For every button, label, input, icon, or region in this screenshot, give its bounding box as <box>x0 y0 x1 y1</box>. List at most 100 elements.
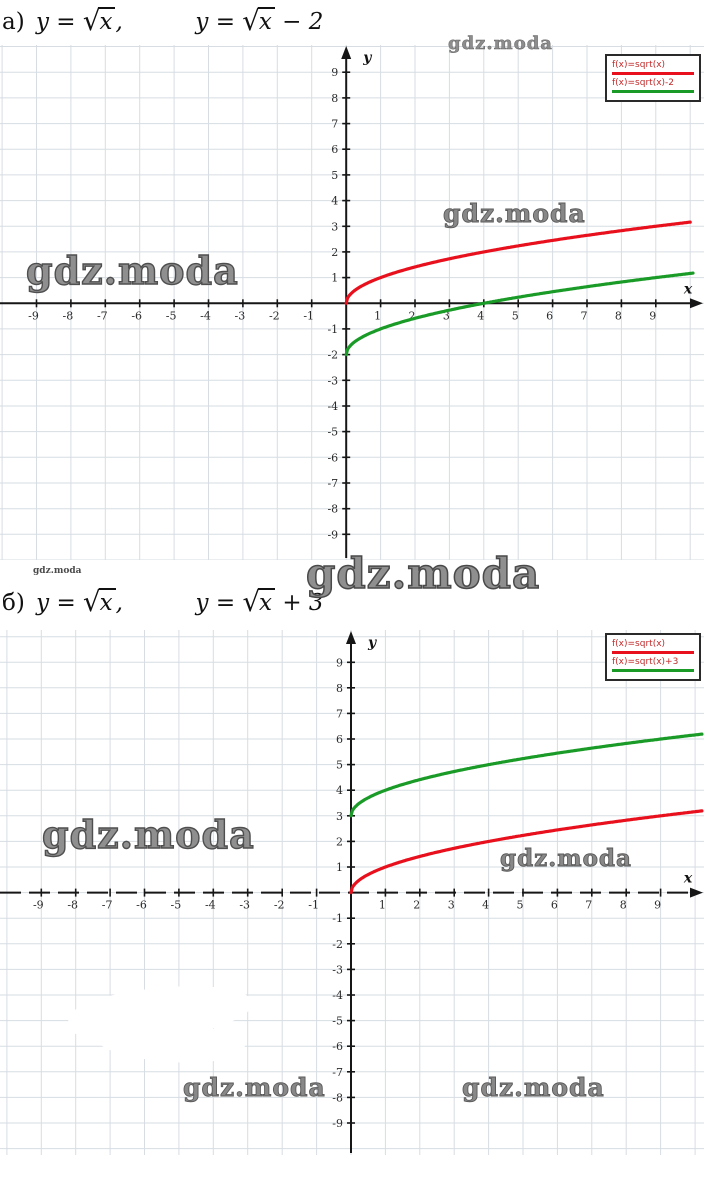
x-tick-label: -5 <box>171 899 182 912</box>
y-tick-label: 9 <box>331 66 338 79</box>
x-tick-label: 7 <box>581 309 588 322</box>
watermark: gdz.moda <box>500 845 632 873</box>
y-tick-label: -1 <box>332 912 343 925</box>
y-tick-label: 8 <box>331 92 338 105</box>
x-tick-label: 6 <box>546 309 553 322</box>
x-tick-label: -8 <box>63 309 74 322</box>
x-tick-label: 4 <box>482 899 489 912</box>
x-tick-label: 5 <box>517 899 524 912</box>
problem-b-eq1: y = √x, <box>36 585 123 618</box>
y-tick-label: -2 <box>327 349 338 362</box>
legend-color-bar <box>612 72 694 75</box>
y-tick-label: 6 <box>331 143 338 156</box>
problem-b-index: б) <box>2 590 25 616</box>
x-tick-label: -4 <box>200 309 211 322</box>
x-tick-label: -9 <box>28 309 39 322</box>
ticks <box>35 71 657 536</box>
legend-entry: f(x)=sqrt(x)-2 <box>612 79 694 93</box>
chart-b: f(x)=sqrt(x) f(x)=sqrt(x)+3 -9 -8 -7 -6 -5 -4-… <box>0 630 704 1155</box>
y-tick-label: 7 <box>331 118 338 131</box>
axis-arrows <box>346 631 703 898</box>
x-tick-label: -1 <box>308 899 319 912</box>
x-tick-label: 9 <box>654 899 661 912</box>
legend-entry: f(x)=sqrt(x) <box>612 640 694 654</box>
y-tick-label: 2 <box>336 835 343 848</box>
curve-1-f(x)=sqrt(x)+3 <box>349 732 704 818</box>
tick-labels: -9 -8 -7 -6 -5 -4 -3 -2 -1 1 2 3 4 5 6 7 8 9 -9 -8 -7 -6 -5 -4 -… <box>28 66 656 541</box>
y-tick-label: -4 <box>332 989 343 1002</box>
watermark: gdz.moda <box>183 1073 326 1103</box>
y-tick-label: -7 <box>327 477 338 490</box>
sqrt-sign: √ <box>242 4 260 37</box>
legend-a: f(x)=sqrt(x) f(x)=sqrt(x)-2 <box>605 54 701 102</box>
y-tick-label: -9 <box>332 1117 343 1130</box>
legend-entry-label: f(x)=sqrt(x) <box>612 60 666 70</box>
y-tick-label: 3 <box>331 220 338 233</box>
y-tick-label: -3 <box>332 963 343 976</box>
axes <box>0 639 694 1153</box>
watermark: gdz.moda <box>25 247 239 293</box>
problem-b-eq2: y = √x + 3 <box>195 585 324 618</box>
watermark: gdz.moda <box>448 33 553 55</box>
problem-a-eq1: y = √x, <box>36 4 123 37</box>
legend-color-bar <box>612 90 694 93</box>
problem-b-title: б) y = √x, y = √x + 3 <box>2 584 324 618</box>
x-tick-label: 4 <box>477 309 484 322</box>
x-tick-label: -3 <box>235 309 246 322</box>
sqrt-sign: √ <box>82 4 101 37</box>
y-tick-label: 1 <box>336 861 343 874</box>
y-tick-label: -6 <box>332 1040 343 1053</box>
legend-color-bar <box>612 651 694 654</box>
x-tick-label: 3 <box>448 899 455 912</box>
x-tick-label: 9 <box>649 309 656 322</box>
y-tick-label: 8 <box>336 682 343 695</box>
y-tick-label: -3 <box>327 374 338 387</box>
curve-0-f(x)=sqrt(x) <box>344 220 692 305</box>
x-tick-label: -2 <box>269 309 280 322</box>
x-tick-label: -2 <box>274 899 285 912</box>
y-tick-label: -9 <box>327 528 338 541</box>
y-tick-label: 5 <box>331 169 338 182</box>
y-tick-label: 3 <box>336 810 343 823</box>
x-tick-label: 5 <box>512 309 519 322</box>
watermark: gdz.moda <box>41 811 255 857</box>
x-tick-label: -1 <box>303 309 314 322</box>
chart-a: f(x)=sqrt(x) f(x)=sqrt(x)-2 -9 -8 -7 -6 -5 -4-… <box>0 45 704 560</box>
y-tick-label: -5 <box>332 1015 343 1028</box>
chart-canvas: -9 -8 -7 -6 -5 -4 -3 -2 -1 1 2 3 4 5 6 7 8 9 -9 -8 -7 -6 -5 -4 -… <box>0 45 704 560</box>
y-tick-label: -8 <box>332 1091 343 1104</box>
problem-a-index: а) <box>2 9 25 35</box>
y-tick-label: 6 <box>336 733 343 746</box>
watermark: gdz.moda <box>462 1073 605 1103</box>
y-tick-label: -8 <box>327 503 338 516</box>
x-tick-label: -7 <box>102 899 113 912</box>
y-axis-label: y <box>367 635 377 651</box>
x-tick-label: 2 <box>413 899 420 912</box>
x-tick-label: -7 <box>97 309 108 322</box>
y-tick-label: 7 <box>336 707 343 720</box>
y-tick-label: 9 <box>336 656 343 669</box>
legend-b: f(x)=sqrt(x) f(x)=sqrt(x)+3 <box>605 633 701 681</box>
problem-a-eq2: y = √x − 2 <box>195 4 324 37</box>
y-tick-label: -1 <box>327 323 338 336</box>
x-tick-label: -6 <box>136 899 147 912</box>
watermark: gdz.moda <box>443 199 586 229</box>
x-tick-label: 1 <box>374 309 381 322</box>
x-tick-label: -4 <box>205 899 216 912</box>
watermark: gdz.moda <box>305 548 541 599</box>
legend-entry: f(x)=sqrt(x) <box>612 61 694 75</box>
x-tick-label: -9 <box>33 899 44 912</box>
x-tick-label: 1 <box>379 899 386 912</box>
chart-canvas: -9 -8 -7 -6 -5 -4 -3 -2 -1 1 2 3 4 5 6 7 8 9 -9 -8 -7 -6 -5 -4 -… <box>0 630 704 1155</box>
legend-entry-label: f(x)=sqrt(x) <box>612 639 666 649</box>
watermark: gdz.moda <box>33 566 82 576</box>
x-tick-label: 6 <box>551 899 558 912</box>
curve-0-f(x)=sqrt(x) <box>349 809 704 895</box>
x-tick-label: 8 <box>615 309 622 322</box>
x-axis-label: x <box>683 871 693 887</box>
y-tick-label: 2 <box>331 246 338 259</box>
y-tick-label: 1 <box>331 272 338 285</box>
x-tick-label: 3 <box>443 309 450 322</box>
y-axis-label: y <box>362 50 372 66</box>
